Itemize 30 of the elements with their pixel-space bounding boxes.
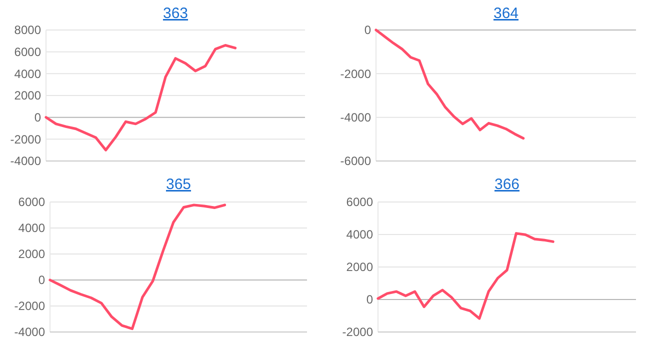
y-tick-label: -4000 xyxy=(10,154,42,168)
y-tick-label: 0 xyxy=(364,23,372,38)
y-tick-label: 6000 xyxy=(346,195,374,210)
y-tick-label: 0 xyxy=(34,110,42,125)
y-tick-label: 4000 xyxy=(14,66,42,81)
line-series xyxy=(374,28,525,140)
y-tick-label: 2000 xyxy=(18,247,46,262)
y-tick-label: 0 xyxy=(366,292,374,307)
y-tick-label: -2000 xyxy=(14,299,46,314)
y-tick-label: -2000 xyxy=(10,132,42,146)
y-tick-label: 2000 xyxy=(14,88,42,103)
y-tick-label: -4000 xyxy=(14,325,46,340)
y-tick-label: 0 xyxy=(38,273,46,288)
y-tick-label: 8000 xyxy=(14,23,42,38)
line-series xyxy=(44,44,237,152)
y-tick-label: 2000 xyxy=(346,260,374,274)
chart-title: 364 xyxy=(493,5,519,22)
chart-title: 365 xyxy=(166,176,192,193)
y-tick-label: -2000 xyxy=(340,66,372,81)
y-tick-label: -4000 xyxy=(340,110,372,125)
line-series xyxy=(48,204,226,330)
y-tick-label: 4000 xyxy=(18,221,46,236)
y-tick-label: -6000 xyxy=(340,154,372,168)
y-tick-label: 4000 xyxy=(346,228,374,242)
chart-title: 366 xyxy=(494,176,520,193)
chart-title: 363 xyxy=(162,5,188,22)
line-series xyxy=(376,232,554,320)
y-tick-label: 6000 xyxy=(14,45,42,60)
y-tick-label: -2000 xyxy=(342,325,374,340)
y-tick-label: 6000 xyxy=(18,195,46,210)
